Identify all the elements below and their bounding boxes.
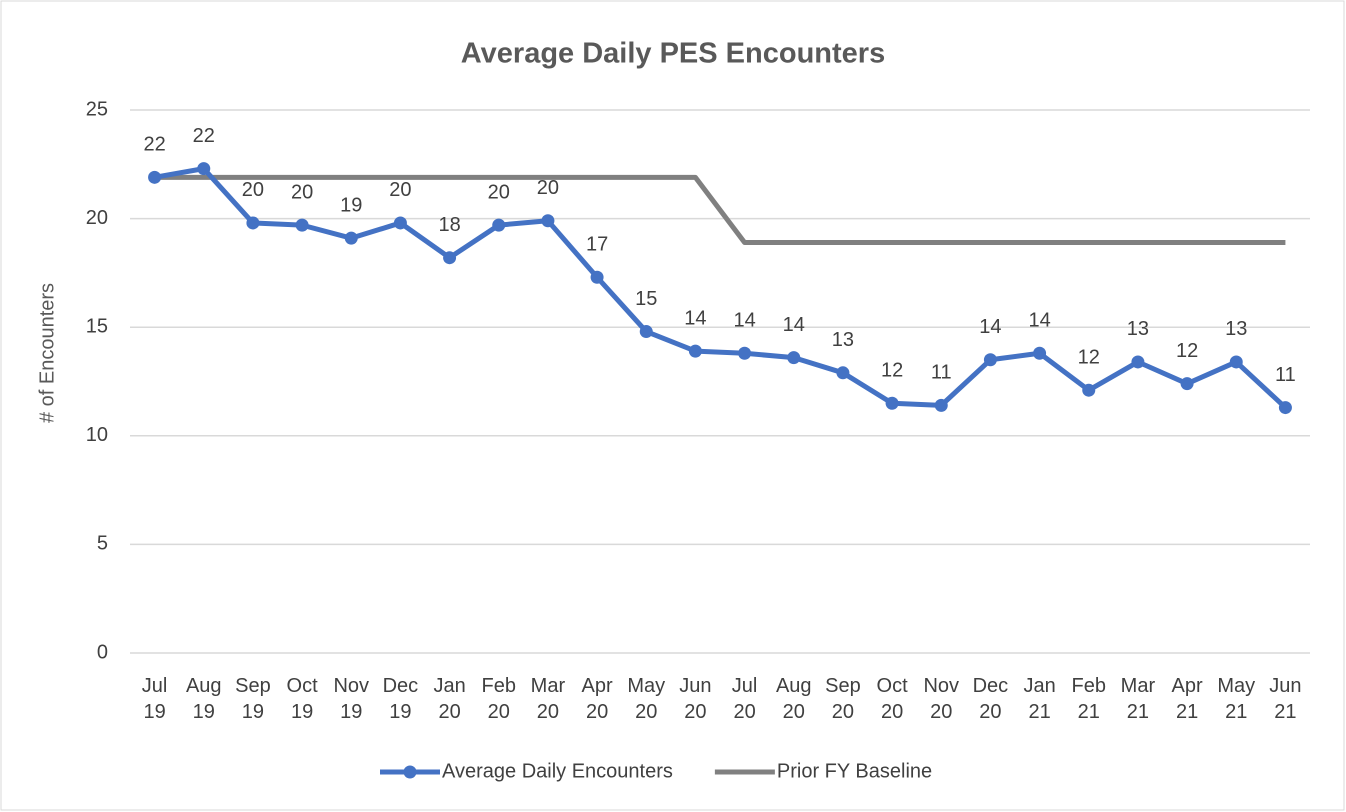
x-tick-label: Aug 20 [775,675,812,723]
data-label: 22 [193,125,215,147]
data-point [787,351,801,365]
y-tick-label: 0 [97,641,108,663]
y-tick-label: 5 [97,533,108,555]
data-point [492,218,506,232]
data-point [344,231,358,245]
data-label: 12 [881,360,903,382]
data-point [934,398,948,412]
data-point [590,270,604,284]
data-label: 13 [1127,318,1149,340]
x-tick-label: Jan 21 [1023,675,1056,723]
data-label: 12 [1176,340,1198,362]
data-label: 14 [733,310,755,332]
data-point [983,353,997,367]
x-tick-label: May 20 [627,675,666,723]
y-tick-label: 25 [86,98,108,120]
x-tick-label: Sep 20 [825,675,861,723]
data-point [393,216,407,230]
data-point [1033,346,1047,360]
x-tick-label: Jun 21 [1269,675,1302,723]
data-label: 14 [684,307,706,329]
data-label: 11 [931,362,952,384]
x-tick-label: Feb 21 [1071,675,1106,723]
x-tick-label: Aug 19 [185,675,222,723]
x-tick-label: Apr 20 [581,675,613,723]
data-label: 20 [488,181,510,203]
x-tick-label: Jul 20 [731,675,758,723]
y-tick-label: 20 [86,207,108,229]
data-label: 20 [537,177,559,199]
series-line [154,174,1286,245]
data-label: 17 [586,234,608,256]
legend-marker [403,765,417,779]
x-tick-label: Feb 20 [481,675,516,723]
data-point [885,396,899,410]
x-tick-label: Sep 19 [235,675,271,723]
x-tick-label: Nov 20 [923,675,960,723]
data-label: 20 [291,181,313,203]
data-point [836,366,850,380]
series-line [154,166,1288,410]
y-tick-label: 15 [86,315,108,337]
data-point [443,251,457,265]
x-tick-label: Oct 20 [876,675,908,723]
data-label: 18 [438,214,460,236]
x-tick-label: Oct 19 [286,675,318,723]
data-point [541,214,555,228]
x-tick-label: Dec 20 [972,675,1009,723]
data-point [148,170,162,184]
data-label: 20 [242,179,264,201]
x-tick-label: Jun 20 [679,675,712,723]
x-tick-label: Jul 19 [141,675,168,723]
data-point [688,344,702,358]
x-tick-label: Nov 19 [333,675,370,723]
x-tick-label: Mar 20 [530,675,566,723]
x-tick-label: Mar 21 [1120,675,1156,723]
data-point [1229,355,1243,369]
legend-label: Prior FY Baseline [777,760,932,782]
data-label: 13 [832,329,854,351]
data-label: 19 [340,194,362,216]
x-tick-label: Apr 21 [1171,675,1203,723]
data-label: 14 [783,314,805,336]
data-point [1082,383,1096,397]
data-point [246,216,260,230]
chart-title: Average Daily PES Encounters [461,38,885,70]
data-point [738,346,752,360]
x-tick-label: May 21 [1217,675,1256,723]
data-point [1278,401,1292,415]
legend-label: Average Daily Encounters [442,760,673,782]
data-point [197,162,211,176]
x-tick-label: Jan 20 [433,675,466,723]
data-label: 14 [979,316,1001,338]
data-label: 12 [1078,346,1100,368]
data-label: 14 [1028,310,1050,332]
y-axis-label: # of Encounters [36,283,58,423]
data-point [1180,377,1194,391]
data-point [295,218,309,232]
data-label: 13 [1225,318,1247,340]
data-label: 22 [143,134,165,156]
data-label: 20 [389,179,411,201]
y-tick-label: 10 [86,424,108,446]
data-label: 11 [1275,364,1296,386]
data-point [1131,355,1145,369]
data-label: 15 [635,288,657,310]
data-point [639,325,653,339]
x-tick-label: Dec 19 [382,675,419,723]
